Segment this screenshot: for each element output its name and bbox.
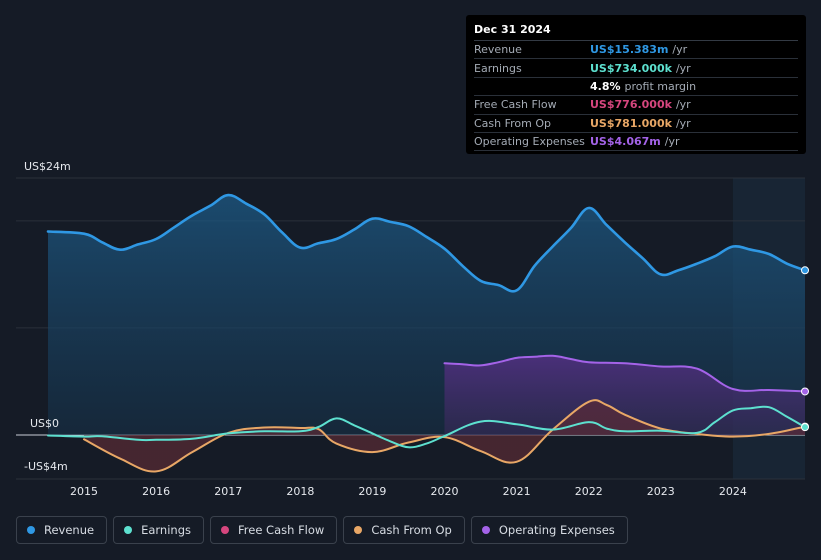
tooltip-value: US$4.067m bbox=[590, 135, 661, 149]
tooltip-label: Cash From Op bbox=[474, 116, 552, 130]
legend-label: Free Cash Flow bbox=[238, 523, 325, 537]
tooltip-label: Operating Expenses bbox=[474, 135, 585, 149]
legend-dot-icon bbox=[124, 526, 133, 534]
y-axis-label: US$0 bbox=[30, 417, 59, 430]
tooltip-row-free-cash-flow: Free Cash Flow US$776.000k /yr bbox=[474, 96, 798, 115]
x-axis-label: 2021 bbox=[503, 485, 531, 498]
legend-dot-icon bbox=[221, 526, 229, 534]
legend-dot-icon bbox=[481, 526, 490, 534]
y-axis-label: US$24m bbox=[24, 160, 71, 173]
operating-expenses-area bbox=[444, 355, 805, 435]
tooltip-value: US$15.383m bbox=[590, 43, 669, 57]
legend-label: Operating Expenses bbox=[498, 523, 615, 537]
legend-item-revenue[interactable]: Revenue bbox=[16, 516, 108, 544]
legend-item-earnings[interactable]: Earnings bbox=[113, 516, 204, 544]
earnings-end-point bbox=[801, 423, 809, 432]
profit-margin-label: profit margin bbox=[624, 79, 697, 93]
legend-label: Earnings bbox=[141, 523, 191, 537]
tooltip-unit: /yr bbox=[675, 98, 691, 112]
x-axis-label: 2018 bbox=[286, 485, 314, 498]
tooltip-row-cash-from-op: Cash From Op US$781.000k /yr bbox=[474, 115, 798, 133]
tooltip-row-profit-margin: 4.8% profit margin bbox=[474, 78, 798, 97]
revenue-line bbox=[46, 193, 807, 293]
tooltip-label: Free Cash Flow bbox=[474, 98, 557, 112]
tooltip-unit: /yr bbox=[675, 116, 691, 130]
tooltip-unit: /yr bbox=[664, 135, 680, 149]
tooltip-label: Revenue bbox=[474, 43, 522, 57]
x-axis-label: 2024 bbox=[719, 485, 747, 498]
legend: Revenue Earnings Free Cash Flow Cash Fro… bbox=[16, 516, 628, 544]
legend-item-cash-from-op[interactable]: Cash From Op bbox=[343, 516, 465, 544]
tooltip-value: US$776.000k bbox=[590, 98, 672, 112]
x-axis-label: 2017 bbox=[214, 485, 242, 498]
x-axis-label: 2022 bbox=[575, 485, 603, 498]
x-axis-label: 2020 bbox=[431, 485, 459, 498]
tooltip-row-operating-expenses: Operating Expenses US$4.067m /yr bbox=[474, 133, 798, 152]
x-axis-label: 2015 bbox=[70, 485, 98, 498]
legend-dot-icon bbox=[27, 526, 35, 534]
tooltip-unit: /yr bbox=[675, 61, 691, 75]
legend-dot-icon bbox=[354, 526, 363, 534]
x-axis-label: 2019 bbox=[358, 485, 386, 498]
tooltip-date: Dec 31 2024 bbox=[474, 23, 798, 41]
y-axis-label: -US$4m bbox=[24, 460, 68, 473]
tooltip-label: Earnings bbox=[474, 61, 522, 75]
legend-label: Cash From Op bbox=[371, 523, 452, 537]
tooltip-unit: /yr bbox=[672, 43, 688, 57]
operating-expenses-line bbox=[443, 354, 806, 393]
tooltip-row-earnings: Earnings US$734.000k /yr bbox=[474, 59, 798, 78]
earnings-line bbox=[47, 405, 806, 449]
tooltip-row-revenue: Revenue US$15.383m /yr bbox=[474, 41, 798, 60]
tooltip-panel: Dec 31 2024 Revenue US$15.383m /yr Earni… bbox=[466, 15, 806, 154]
x-axis-label: 2016 bbox=[142, 485, 170, 498]
revenue-end-point bbox=[801, 266, 809, 275]
x-axis-label: 2023 bbox=[647, 485, 675, 498]
tooltip-value: US$781.000k bbox=[590, 116, 672, 130]
operating-expenses-end-point bbox=[801, 387, 809, 396]
legend-label: Revenue bbox=[44, 523, 95, 537]
legend-item-free-cash-flow[interactable]: Free Cash Flow bbox=[210, 516, 338, 544]
profit-margin-value: 4.8% bbox=[590, 79, 621, 93]
legend-item-operating-expenses[interactable]: Operating Expenses bbox=[470, 516, 628, 544]
tooltip-value: US$734.000k bbox=[590, 61, 672, 75]
